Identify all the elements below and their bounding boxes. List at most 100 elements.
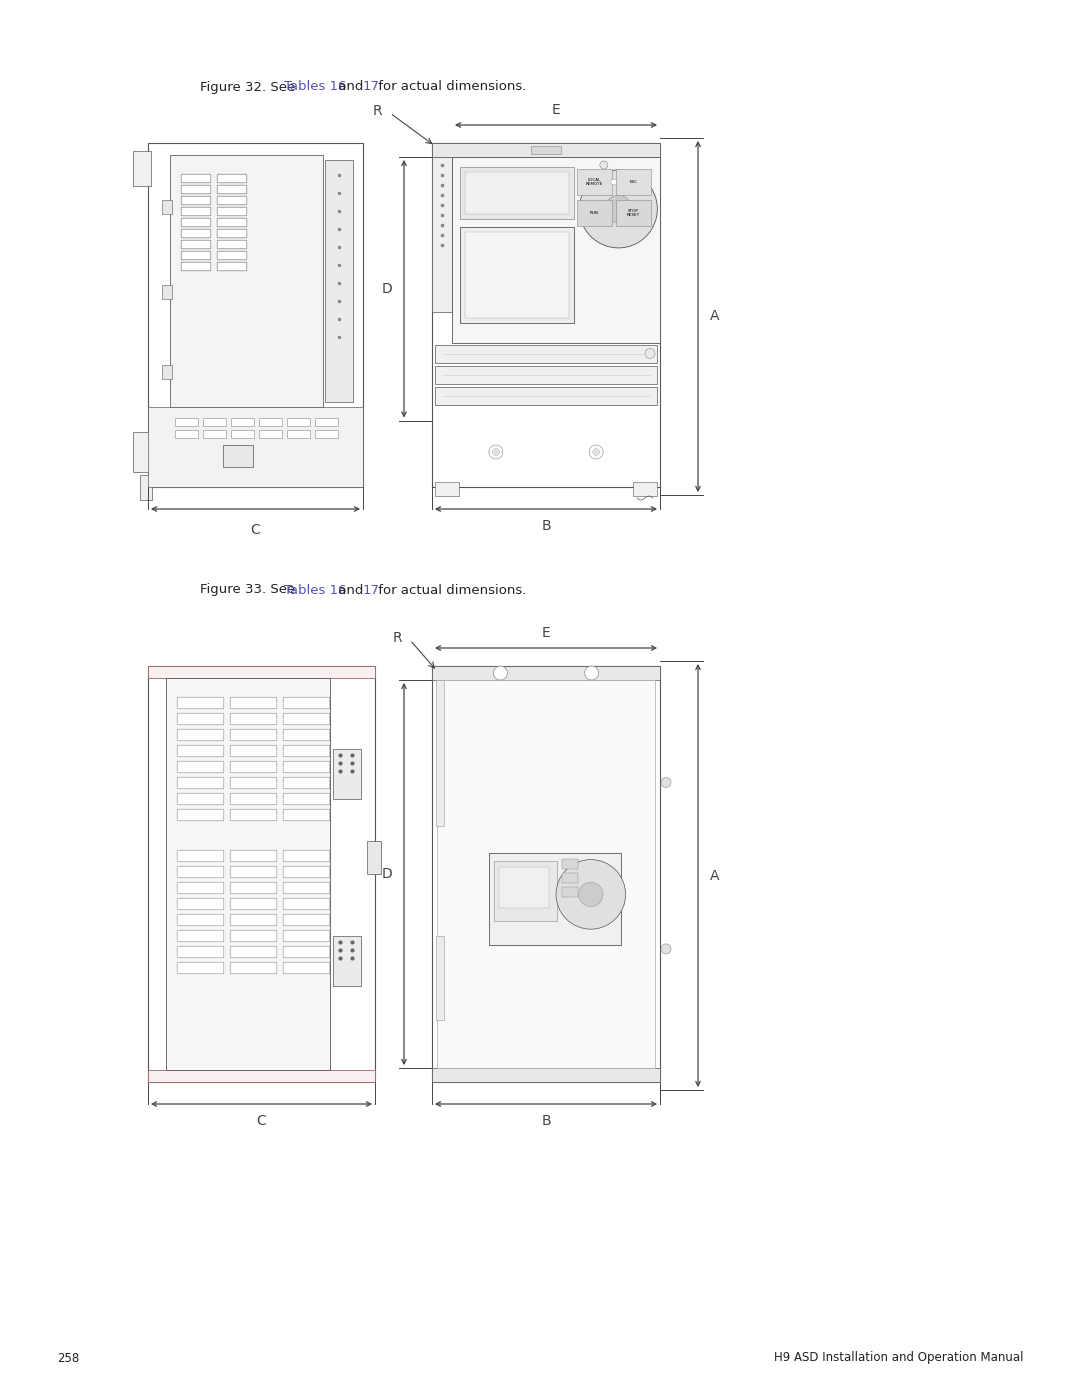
Text: 17: 17 bbox=[363, 584, 379, 597]
Bar bbox=[432, 142, 660, 156]
FancyBboxPatch shape bbox=[230, 714, 276, 725]
Text: Tables 16: Tables 16 bbox=[284, 81, 347, 94]
FancyBboxPatch shape bbox=[230, 851, 276, 862]
FancyBboxPatch shape bbox=[217, 263, 247, 271]
FancyBboxPatch shape bbox=[177, 963, 224, 974]
Bar bbox=[432, 156, 453, 312]
FancyBboxPatch shape bbox=[175, 430, 199, 439]
Text: C: C bbox=[257, 1113, 267, 1127]
FancyBboxPatch shape bbox=[283, 898, 329, 909]
Bar bbox=[432, 666, 660, 1083]
Bar bbox=[616, 169, 650, 196]
Bar bbox=[148, 666, 375, 1083]
FancyBboxPatch shape bbox=[177, 793, 224, 805]
FancyBboxPatch shape bbox=[177, 946, 224, 958]
FancyBboxPatch shape bbox=[203, 430, 227, 439]
Bar bbox=[494, 861, 557, 921]
FancyBboxPatch shape bbox=[283, 714, 329, 725]
Bar bbox=[465, 232, 569, 319]
Bar bbox=[432, 666, 660, 680]
FancyBboxPatch shape bbox=[230, 745, 276, 757]
Circle shape bbox=[590, 446, 603, 460]
FancyBboxPatch shape bbox=[181, 240, 211, 249]
Circle shape bbox=[556, 859, 625, 929]
FancyBboxPatch shape bbox=[181, 218, 211, 226]
Circle shape bbox=[489, 446, 503, 460]
Text: A: A bbox=[710, 310, 719, 324]
FancyBboxPatch shape bbox=[283, 777, 329, 789]
FancyBboxPatch shape bbox=[217, 186, 247, 194]
Circle shape bbox=[584, 666, 598, 680]
Bar bbox=[435, 387, 657, 405]
FancyBboxPatch shape bbox=[283, 946, 329, 958]
FancyBboxPatch shape bbox=[217, 207, 247, 215]
FancyBboxPatch shape bbox=[259, 430, 283, 439]
Bar bbox=[633, 482, 657, 496]
FancyBboxPatch shape bbox=[177, 882, 224, 894]
FancyBboxPatch shape bbox=[230, 930, 276, 942]
Text: E: E bbox=[552, 103, 561, 117]
Bar bbox=[162, 200, 172, 214]
Bar bbox=[162, 285, 172, 299]
FancyBboxPatch shape bbox=[230, 882, 276, 894]
FancyBboxPatch shape bbox=[230, 963, 276, 974]
Bar bbox=[489, 854, 621, 944]
FancyBboxPatch shape bbox=[230, 761, 276, 773]
FancyBboxPatch shape bbox=[283, 963, 329, 974]
Text: B: B bbox=[541, 1113, 551, 1127]
FancyBboxPatch shape bbox=[181, 175, 211, 183]
Circle shape bbox=[492, 448, 499, 455]
FancyBboxPatch shape bbox=[283, 866, 329, 877]
Bar bbox=[333, 749, 361, 799]
Text: E: E bbox=[542, 626, 551, 640]
FancyBboxPatch shape bbox=[230, 866, 276, 877]
FancyBboxPatch shape bbox=[177, 714, 224, 725]
Text: R: R bbox=[392, 631, 402, 645]
FancyBboxPatch shape bbox=[230, 697, 276, 708]
Bar bbox=[432, 1067, 660, 1083]
Bar bbox=[435, 366, 657, 384]
FancyBboxPatch shape bbox=[283, 914, 329, 926]
FancyBboxPatch shape bbox=[259, 418, 283, 426]
Bar bbox=[222, 446, 253, 467]
Bar bbox=[432, 142, 660, 488]
FancyBboxPatch shape bbox=[283, 851, 329, 862]
Bar bbox=[436, 936, 444, 1020]
FancyBboxPatch shape bbox=[231, 418, 255, 426]
FancyBboxPatch shape bbox=[181, 196, 211, 205]
Bar bbox=[435, 482, 459, 496]
Bar bbox=[562, 859, 578, 869]
Text: ESC: ESC bbox=[630, 180, 637, 184]
Bar bbox=[435, 345, 657, 362]
FancyBboxPatch shape bbox=[177, 851, 224, 862]
Text: for actual dimensions.: for actual dimensions. bbox=[374, 81, 526, 94]
Text: 258: 258 bbox=[57, 1351, 79, 1365]
Text: B: B bbox=[541, 520, 551, 534]
Text: H9 ASD Installation and Operation Manual: H9 ASD Installation and Operation Manual bbox=[773, 1351, 1023, 1365]
FancyBboxPatch shape bbox=[230, 777, 276, 789]
Bar bbox=[170, 155, 323, 407]
Bar bbox=[133, 432, 151, 472]
FancyBboxPatch shape bbox=[177, 809, 224, 821]
FancyBboxPatch shape bbox=[181, 263, 211, 271]
FancyBboxPatch shape bbox=[287, 418, 311, 426]
FancyBboxPatch shape bbox=[217, 229, 247, 237]
FancyBboxPatch shape bbox=[283, 793, 329, 805]
FancyBboxPatch shape bbox=[230, 729, 276, 740]
Bar bbox=[437, 680, 654, 1067]
Circle shape bbox=[661, 778, 671, 788]
Bar bbox=[148, 407, 363, 488]
FancyBboxPatch shape bbox=[231, 430, 255, 439]
Circle shape bbox=[593, 448, 599, 455]
Bar bbox=[577, 169, 611, 196]
FancyBboxPatch shape bbox=[177, 729, 224, 740]
Circle shape bbox=[580, 170, 658, 247]
FancyBboxPatch shape bbox=[287, 430, 311, 439]
Bar bbox=[436, 680, 444, 826]
FancyBboxPatch shape bbox=[181, 186, 211, 194]
FancyBboxPatch shape bbox=[217, 240, 247, 249]
Circle shape bbox=[645, 348, 654, 359]
Bar bbox=[616, 200, 650, 226]
FancyBboxPatch shape bbox=[217, 218, 247, 226]
FancyBboxPatch shape bbox=[315, 418, 339, 426]
